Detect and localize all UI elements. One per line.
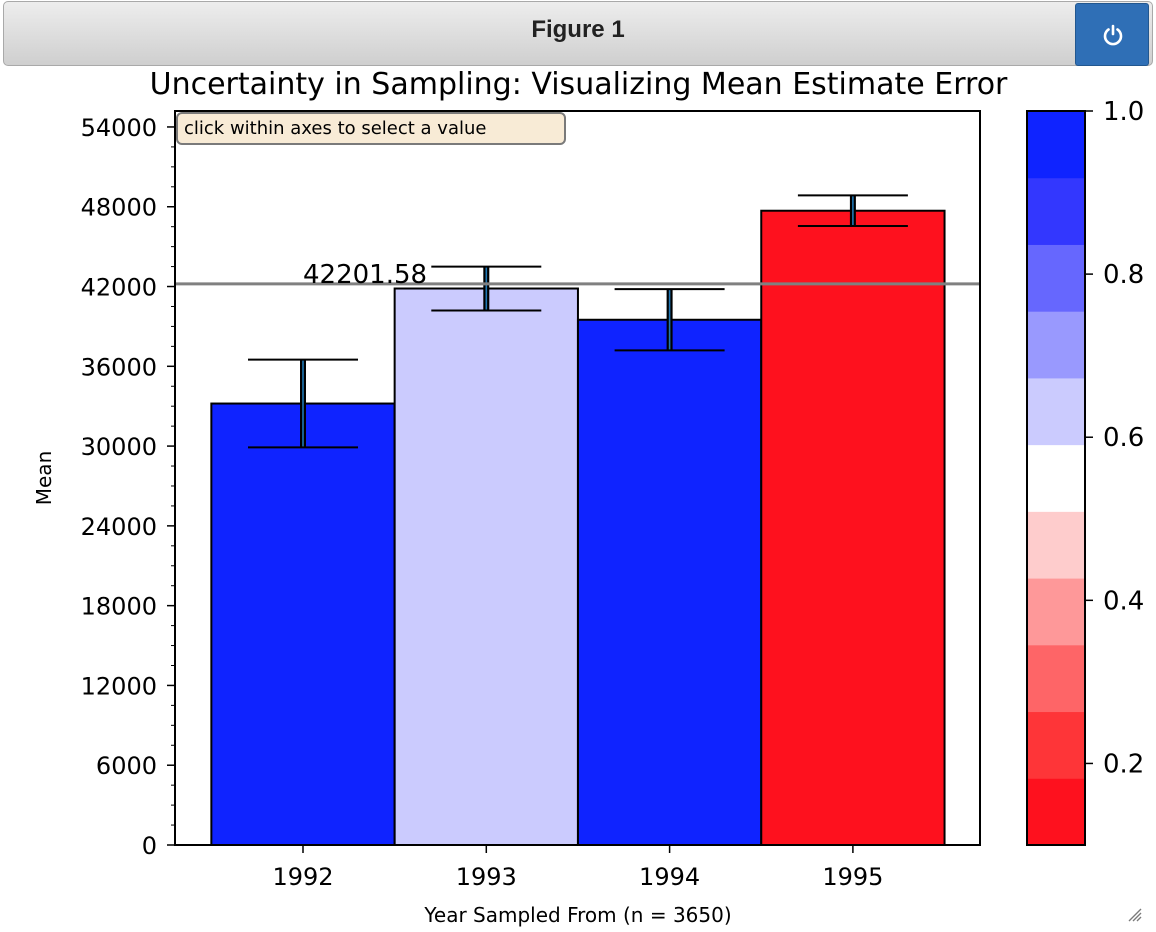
colorbar-segment [1027,311,1085,379]
colorbar-segment [1027,377,1085,446]
colorbar-segment [1027,711,1085,779]
y-tick-label: 6000 [96,752,157,780]
y-tick-label: 24000 [81,513,157,541]
colorbar-segment [1027,111,1085,179]
chart-title: Uncertainty in Sampling: Visualizing Mea… [150,67,1008,102]
resize-grip-icon[interactable] [1126,906,1142,922]
y-tick-label: 12000 [81,672,157,700]
colorbar-segment [1027,444,1085,512]
reference-line-label: 42201.58 [303,260,427,290]
colorbar-frame [1026,110,1086,846]
bar-1994[interactable] [576,318,763,847]
colorbar-segment [1027,511,1085,579]
x-axis-label: Year Sampled From (n = 3650) [423,903,731,927]
y-axis-label: Mean [32,451,56,506]
window-title: Figure 1 [531,16,625,43]
y-tick-label: 0 [142,832,157,860]
y-tick-label: 36000 [81,353,157,381]
colorbar-segment [1027,177,1085,245]
power-button[interactable] [1075,3,1149,66]
x-tick-label: 1994 [639,863,700,891]
x-tick-label: 1992 [272,863,333,891]
colorbar-segment [1027,244,1085,312]
colorbar-segment [1027,644,1085,713]
colorbar-tick-label: 0.8 [1103,260,1144,290]
colorbar-tick-label: 0.4 [1103,586,1144,616]
bar-1995[interactable] [760,209,946,846]
bar-1993[interactable] [393,287,579,846]
y-tick-label: 42000 [81,274,157,302]
colorbar-tick-label: 1.0 [1103,97,1144,127]
colorbar-segment [1027,778,1085,846]
y-tick-label: 18000 [81,593,157,621]
power-icon [1103,24,1123,46]
y-tick-label: 48000 [81,194,157,222]
x-tick-label: 1995 [822,863,883,891]
y-tick-label: 30000 [81,433,157,461]
annotation-box [176,112,566,145]
colorbar-tick-label: 0.2 [1103,749,1144,779]
colorbar-tick-label: 0.6 [1103,423,1144,453]
bar-1992[interactable] [210,402,396,846]
plot-frame [174,110,981,846]
colorbar-segment [1027,578,1085,646]
y-tick-label: 54000 [81,114,157,142]
window-titlebar: Figure 1 [3,1,1153,66]
annotation-text: click within axes to select a value [184,118,486,139]
x-tick-label: 1993 [456,863,517,891]
